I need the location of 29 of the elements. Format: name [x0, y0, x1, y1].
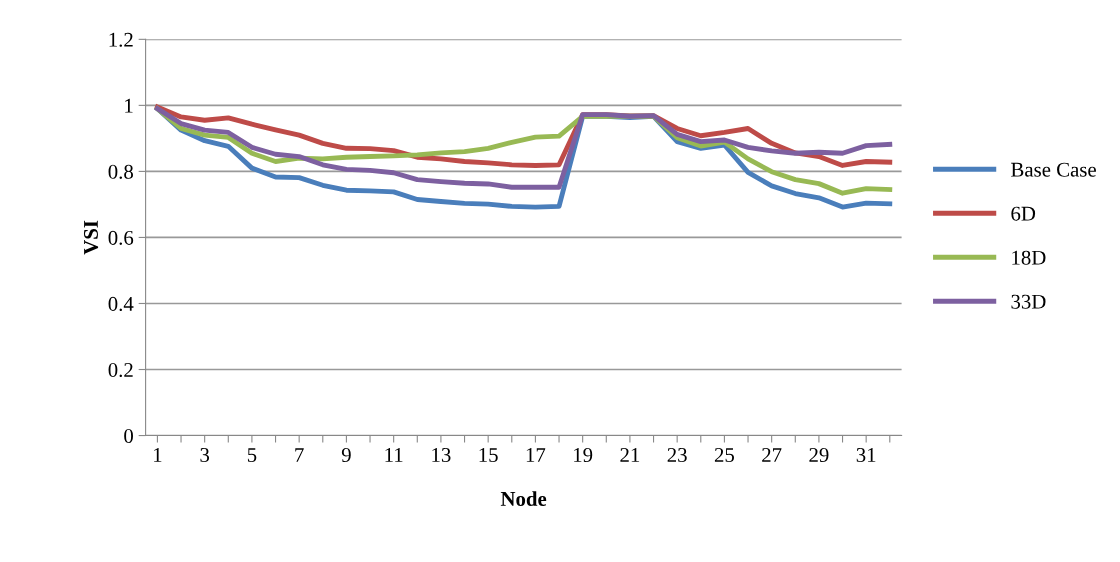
x-tick-label: 11: [385, 448, 403, 462]
x-tick-label: 5: [247, 448, 257, 463]
y-tick-label: 0.2: [108, 362, 133, 378]
legend-label: 18D: [1012, 250, 1046, 265]
x-tick-label: 19: [574, 448, 593, 463]
x-tick-label: 17: [526, 448, 546, 462]
x-tick-label: 29: [809, 448, 829, 463]
y-tick-label: 0.8: [108, 164, 133, 179]
x-tick-label: 1: [154, 448, 162, 462]
y-tick-label: 1: [125, 98, 133, 113]
x-axis-title: Node: [500, 491, 547, 506]
x-tick-label: 9: [341, 448, 351, 463]
y-tick-label: 0.6: [108, 230, 134, 245]
legend-label: 6D: [1011, 206, 1036, 221]
y-tick-label: 0: [124, 428, 133, 443]
x-tick-label: 7: [295, 448, 304, 462]
y-axis-title: VSI: [83, 220, 99, 255]
legend-label: Base Case: [1011, 162, 1096, 177]
x-tick-label: 27: [762, 448, 782, 462]
legend-label: 33D: [1011, 294, 1046, 309]
y-tick-label: 1.2: [109, 32, 133, 47]
y-tick-label: 0.4: [108, 296, 134, 311]
x-tick-label: 3: [200, 448, 210, 463]
x-tick-label: 31: [856, 448, 876, 463]
x-tick-label: 23: [667, 448, 687, 463]
x-tick-label: 13: [432, 448, 451, 463]
x-tick-label: 21: [620, 448, 640, 462]
x-tick-label: 15: [479, 448, 498, 463]
x-tick-label: 25: [714, 448, 735, 463]
